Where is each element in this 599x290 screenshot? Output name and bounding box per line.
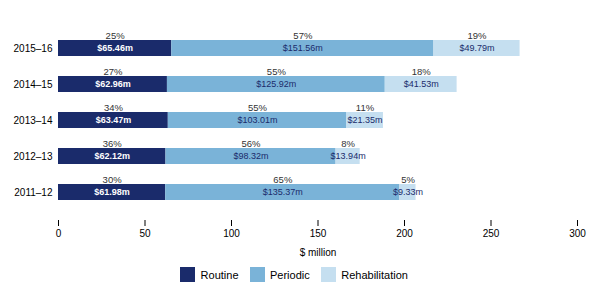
svg-text:25%: 25% [106, 30, 126, 41]
svg-text:11%: 11% [356, 102, 375, 113]
svg-text:34%: 34% [104, 102, 124, 113]
svg-text:65%: 65% [273, 174, 293, 185]
svg-text:$63.47m: $63.47m [96, 115, 132, 125]
svg-text:50: 50 [139, 228, 151, 239]
svg-text:55%: 55% [248, 102, 268, 113]
svg-text:8%: 8% [341, 138, 355, 149]
svg-text:$65.46m: $65.46m [97, 43, 133, 53]
svg-text:200: 200 [396, 228, 413, 239]
svg-text:18%: 18% [412, 66, 432, 77]
svg-text:2011–12: 2011–12 [14, 187, 53, 198]
svg-text:$98.32m: $98.32m [233, 151, 268, 161]
html-text:Rehabilitation: Rehabilitation [341, 268, 408, 281]
svg-text:$61.98m: $61.98m [94, 187, 130, 197]
svg-text:5%: 5% [401, 174, 415, 185]
svg-text:$125.92m: $125.92m [256, 79, 296, 89]
html-text:Periodic: Periodic [270, 268, 310, 281]
svg-text:$103.01m: $103.01m [237, 115, 277, 125]
svg-text:2015–16: 2015–16 [14, 43, 53, 54]
svg-text:2012–13: 2012–13 [14, 151, 53, 162]
svg-text:$9.33m: $9.33m [393, 187, 423, 197]
svg-text:$135.37m: $135.37m [263, 187, 303, 197]
svg-text:$151.56m: $151.56m [283, 43, 323, 53]
svg-text:$ million: $ million [300, 247, 337, 258]
svg-text:300: 300 [569, 228, 586, 239]
svg-text:2013–14: 2013–14 [14, 115, 53, 126]
svg-text:150: 150 [310, 228, 327, 239]
svg-text:$21.35m: $21.35m [347, 115, 382, 125]
svg-text:56%: 56% [242, 138, 262, 149]
svg-text:$41.53m: $41.53m [404, 79, 439, 89]
svg-text:$49.79m: $49.79m [459, 43, 494, 53]
svg-text:$62.12m: $62.12m [94, 151, 130, 161]
svg-text:250: 250 [483, 228, 500, 239]
html-text:Routine: Routine [200, 268, 239, 281]
svg-text:27%: 27% [103, 66, 123, 77]
svg-text:19%: 19% [468, 30, 488, 41]
svg-text:57%: 57% [293, 30, 313, 41]
svg-text:0: 0 [56, 228, 62, 239]
svg-text:100: 100 [223, 228, 240, 239]
svg-text:$13.94m: $13.94m [331, 151, 366, 161]
svg-text:30%: 30% [103, 174, 123, 185]
svg-text:36%: 36% [103, 138, 123, 149]
svg-text:$62.96m: $62.96m [95, 79, 131, 89]
svg-text:55%: 55% [267, 66, 287, 77]
svg-text:2014–15: 2014–15 [14, 79, 53, 90]
